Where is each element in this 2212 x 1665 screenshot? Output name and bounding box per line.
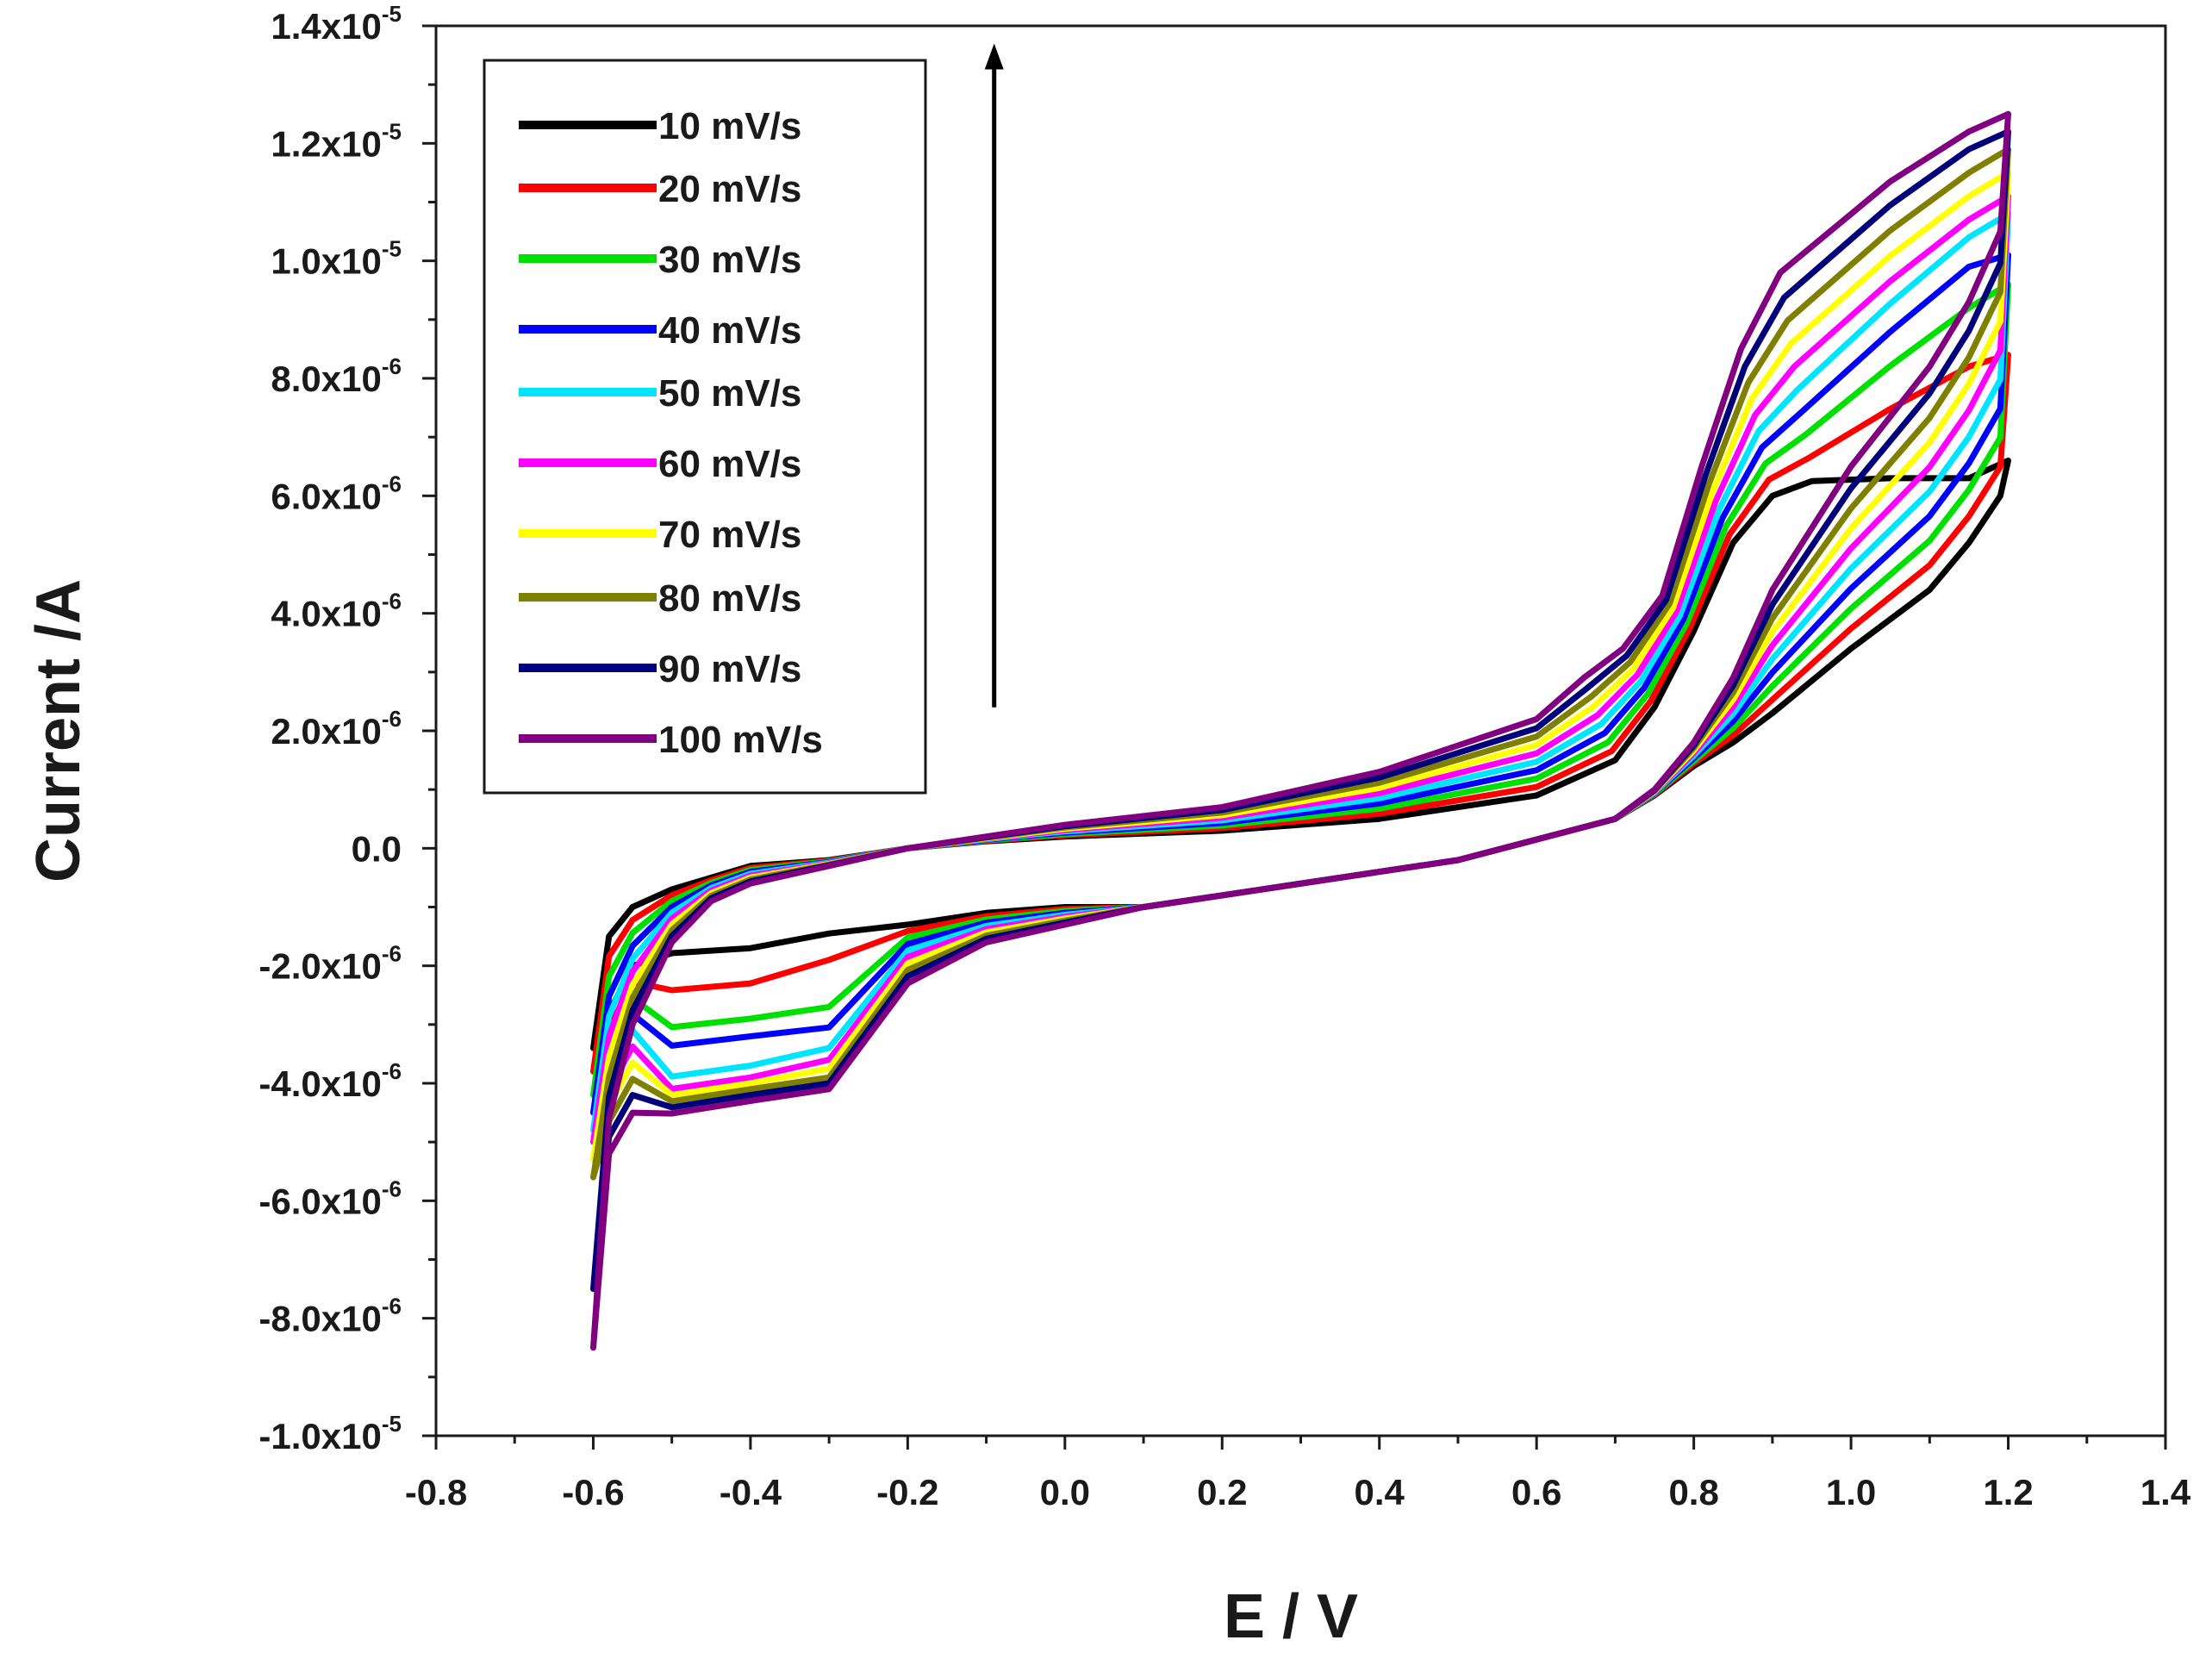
legend-label: 20 mV/s — [658, 168, 801, 210]
series-line — [590, 110, 2011, 1351]
legend-entry: 20 mV/s — [519, 168, 801, 210]
x-tick-label: 0.2 — [1197, 1472, 1247, 1512]
legend-label: 30 mV/s — [658, 239, 801, 281]
legend-entry: 80 mV/s — [519, 577, 801, 620]
legend-entry: 50 mV/s — [519, 372, 801, 415]
y-axis-title: Current /A — [24, 579, 93, 882]
legend-label: 10 mV/s — [658, 105, 801, 147]
legend-entry: 70 mV/s — [519, 514, 801, 556]
legend-label: 100 mV/s — [658, 719, 823, 761]
legend-label: 80 mV/s — [658, 577, 801, 620]
legend-label: 90 mV/s — [658, 648, 801, 690]
legend-entry: 60 mV/s — [519, 443, 801, 485]
x-tick-label: -0.8 — [405, 1472, 467, 1512]
y-tick-label: -4.0x10-6 — [259, 1058, 402, 1104]
y-tick-label: 1.0x10-5 — [271, 236, 402, 282]
legend-label: 50 mV/s — [658, 372, 801, 415]
x-tick-label: -0.6 — [562, 1472, 624, 1512]
y-tick-label: 8.0x10-6 — [271, 353, 402, 399]
legend-entry: 30 mV/s — [519, 239, 801, 281]
y-tick-label: 4.0x10-6 — [271, 589, 402, 634]
legend-label: 40 mV/s — [658, 309, 801, 352]
increasing-scan-rate-arrow — [984, 43, 1004, 708]
y-tick-label: -6.0x10-6 — [259, 1175, 402, 1221]
legend-entry: 40 mV/s — [519, 309, 801, 352]
x-tick-label: -0.2 — [876, 1472, 938, 1512]
y-tick-label: 1.4x10-5 — [271, 1, 402, 47]
x-tick-label: 0.0 — [1040, 1472, 1090, 1512]
x-tick-label: 0.8 — [1668, 1472, 1718, 1512]
x-tick-label: 1.4 — [2140, 1472, 2191, 1512]
y-tick-label: 6.0x10-6 — [271, 471, 402, 516]
x-tick-label: 0.6 — [1511, 1472, 1561, 1512]
x-tick-label: 0.4 — [1355, 1472, 1405, 1512]
y-tick-label: -8.0x10-6 — [259, 1294, 402, 1339]
x-axis-title: E / V — [1224, 1582, 1358, 1651]
legend-entry: 90 mV/s — [519, 648, 801, 690]
x-axis: -0.8 -0.6 -0.4 -0.2 0.0 0.2 0.4 0.6 0.8 1.0 1.2 1.4 — [405, 1436, 2191, 1512]
y-tick-label: -2.0x10-6 — [259, 941, 402, 987]
y-axis: 1.4x10-5 1.2x10-5 1.0x10-5 8.0x10-6 6.0x10-6… — [259, 1, 436, 1456]
arrow-head — [984, 43, 1004, 70]
series-curves — [590, 110, 2011, 1351]
x-tick-label: -0.4 — [720, 1472, 782, 1512]
legend-entry: 100 mV/s — [519, 719, 823, 761]
legend-label: 70 mV/s — [658, 514, 801, 556]
y-tick-label: 0.0 — [352, 828, 402, 869]
y-tick-label: -1.0x10-5 — [259, 1411, 402, 1456]
legend: 10 mV/s 20 mV/s 30 mV/s 40 mV/s 50 mV/s 60 mV… — [483, 59, 927, 795]
legend-entry: 10 mV/s — [519, 105, 801, 147]
x-tick-label: 1.0 — [1826, 1472, 1876, 1512]
x-tick-label: 1.2 — [1983, 1472, 2033, 1512]
y-tick-label: 1.2x10-5 — [271, 118, 402, 164]
y-tick-label: 2.0x10-6 — [271, 706, 402, 751]
legend-label: 60 mV/s — [658, 443, 801, 485]
